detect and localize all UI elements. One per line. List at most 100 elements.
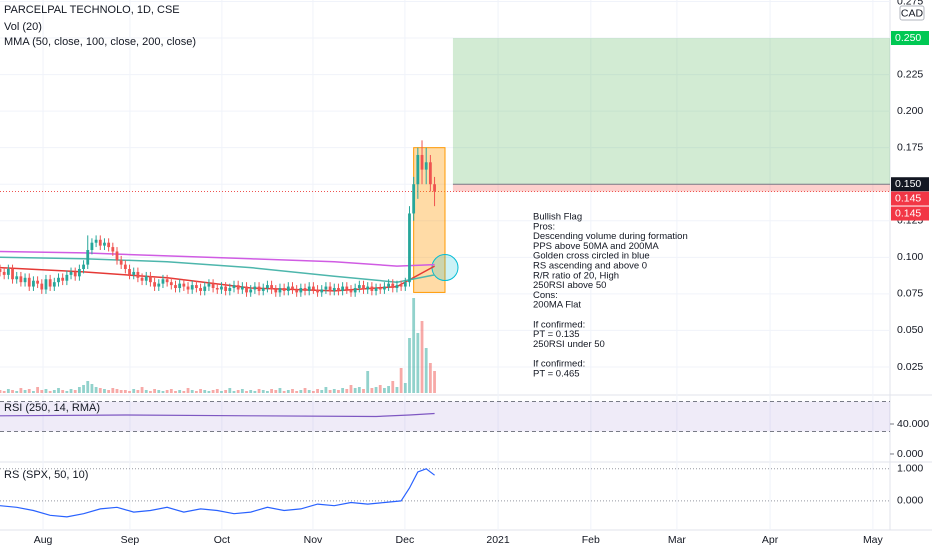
volume-bar	[186, 388, 190, 393]
currency[interactable]: CAD	[901, 7, 924, 19]
rs-line	[0, 468, 435, 518]
candle-body	[291, 286, 294, 290]
volume-bar	[11, 390, 14, 393]
x-tick-label: Mar	[668, 534, 687, 546]
volume-bar	[2, 391, 6, 393]
x-tick-label: Oct	[214, 534, 230, 546]
volume-bar	[77, 387, 81, 393]
volume-bar	[136, 390, 140, 393]
candle-body	[261, 288, 265, 291]
y-tick-label: 0.175	[897, 141, 923, 153]
candle-body	[165, 279, 169, 283]
rsi-tick-label: 40.000	[897, 418, 929, 430]
candle-body	[11, 269, 14, 280]
volume-bar	[90, 384, 94, 393]
volume-bar	[399, 368, 403, 393]
entry-tag-bg	[891, 177, 929, 192]
candle-body	[178, 283, 182, 289]
volume-bar	[274, 390, 278, 393]
volume-bar	[249, 390, 253, 393]
volume-bar	[395, 387, 399, 393]
stop-tag: 0.145	[895, 192, 921, 204]
volume-bar	[232, 391, 236, 393]
candle-body	[2, 271, 6, 275]
candle-body	[82, 264, 85, 270]
volume-bar	[366, 371, 370, 393]
stop-tag: 0.145	[895, 207, 921, 219]
moving-average	[0, 250, 435, 267]
candle-body	[316, 289, 319, 293]
candle-body	[328, 286, 332, 291]
candle-body	[345, 286, 349, 290]
volume-bar	[107, 390, 111, 393]
candle-body	[253, 286, 257, 290]
candle-body	[412, 184, 416, 214]
volume-bar	[94, 387, 98, 393]
candle-body	[119, 260, 123, 265]
volume-bar	[420, 321, 424, 393]
volume-bar	[370, 388, 374, 393]
volume-bar	[286, 390, 290, 393]
candle-body	[203, 286, 207, 291]
volume-bar	[190, 390, 194, 393]
note-line: RS ascending and above 0	[533, 261, 647, 272]
note-line: Cons:	[533, 290, 558, 301]
target-tag-bg	[891, 31, 929, 46]
candle-body	[115, 251, 119, 261]
candle-body	[341, 286, 345, 291]
volume-bar	[174, 391, 177, 393]
y-tick-label: 0.025	[897, 361, 923, 373]
volume-bar	[357, 387, 361, 393]
candle-body	[387, 283, 390, 287]
volume-bar	[253, 391, 257, 393]
candle-body	[132, 271, 136, 275]
volume-bar	[316, 389, 319, 393]
volume-bar	[278, 388, 282, 393]
candle-body	[157, 283, 161, 287]
candle-body	[19, 276, 23, 283]
candle-body	[57, 277, 60, 283]
note-line: PT = 0.465	[533, 368, 580, 379]
candle-body	[182, 283, 186, 287]
volume-bar	[349, 385, 353, 393]
candle-body	[391, 283, 395, 289]
candle-body	[366, 286, 370, 290]
volume-bar	[403, 383, 407, 393]
volume-bar	[391, 381, 395, 393]
candle-body	[266, 285, 269, 289]
volume-bar	[353, 388, 357, 393]
volume-bar	[6, 389, 10, 393]
candle-body	[174, 285, 177, 289]
candle-body	[69, 271, 73, 275]
volume-bar	[257, 389, 261, 393]
volume-bar	[119, 390, 123, 393]
volume-bar	[40, 390, 44, 393]
candle-body	[199, 288, 202, 291]
candle-body	[90, 242, 94, 251]
candle-body	[270, 285, 273, 290]
x-tick-label: 2021	[486, 534, 510, 546]
volume-bar	[157, 390, 161, 393]
volume-bar	[15, 391, 19, 393]
volume-bar	[178, 390, 182, 393]
candle-body	[403, 282, 407, 287]
candle-body	[320, 289, 324, 293]
volume-bar	[307, 390, 311, 393]
volume-bar	[295, 391, 299, 393]
candle-body	[362, 285, 365, 290]
volume-bar	[328, 390, 332, 393]
candle-body	[303, 288, 307, 291]
y-tick-label: 0.200	[897, 105, 923, 117]
volume-bar	[236, 390, 240, 393]
candle-body	[65, 274, 69, 281]
volume-bar	[282, 391, 286, 393]
rsi-label: RSI (250, 14, RMA)	[4, 402, 100, 414]
volume-bar	[199, 389, 202, 393]
candle-body	[228, 288, 232, 291]
currency-box[interactable]	[899, 5, 925, 21]
volume-bar	[228, 388, 232, 393]
x-tick-label: Dec	[396, 534, 415, 546]
candle-body	[190, 285, 194, 290]
volume-bar	[153, 389, 157, 393]
